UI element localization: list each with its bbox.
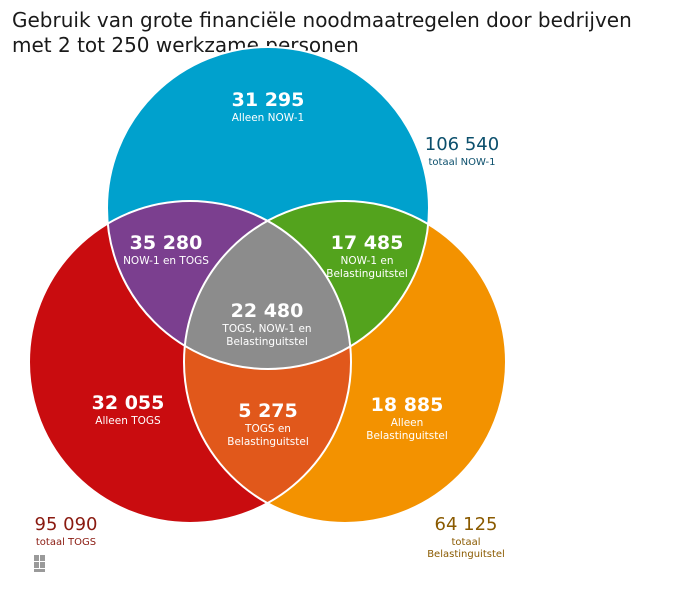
value-only-belasting: 18 885 — [371, 394, 444, 416]
value-togs-belasting: 5 275 — [238, 400, 298, 422]
value-all-three: 22 480 — [231, 300, 304, 322]
label-togs-belasting-2: Belastinguitstel — [227, 436, 309, 448]
value-now-belasting: 17 485 — [331, 232, 404, 254]
total-togs-label: totaal TOGS — [36, 537, 96, 548]
label-now-belasting-1: NOW-1 en — [341, 255, 394, 267]
value-only-now: 31 295 — [232, 89, 305, 111]
value-now-togs: 35 280 — [130, 232, 203, 254]
total-belasting-value: 64 125 — [435, 514, 498, 535]
label-now-belasting-2: Belastinguitstel — [326, 268, 408, 280]
label-only-belasting-2: Belastinguitstel — [366, 430, 448, 442]
chart-title: Gebruik van grote financiële noodmaatreg… — [12, 8, 632, 57]
label-togs-belasting-1: TOGS en — [244, 423, 291, 435]
label-all-three-1: TOGS, NOW-1 en — [221, 323, 311, 335]
label-all-three-2: Belastinguitstel — [226, 336, 308, 348]
total-now-value: 106 540 — [425, 134, 499, 155]
cbs-logo-icon — [34, 555, 45, 572]
label-only-now: Alleen NOW-1 — [232, 112, 304, 124]
total-togs-value: 95 090 — [35, 514, 98, 535]
total-belasting-label-2: Belastinguitstel — [427, 549, 505, 560]
label-now-togs: NOW-1 en TOGS — [123, 255, 209, 267]
total-now-label: totaal NOW-1 — [429, 157, 496, 168]
value-only-togs: 32 055 — [92, 392, 165, 414]
label-only-belasting-1: Alleen — [391, 417, 424, 429]
total-belasting-label-1: totaal — [452, 537, 481, 548]
label-only-togs: Alleen TOGS — [95, 415, 161, 427]
